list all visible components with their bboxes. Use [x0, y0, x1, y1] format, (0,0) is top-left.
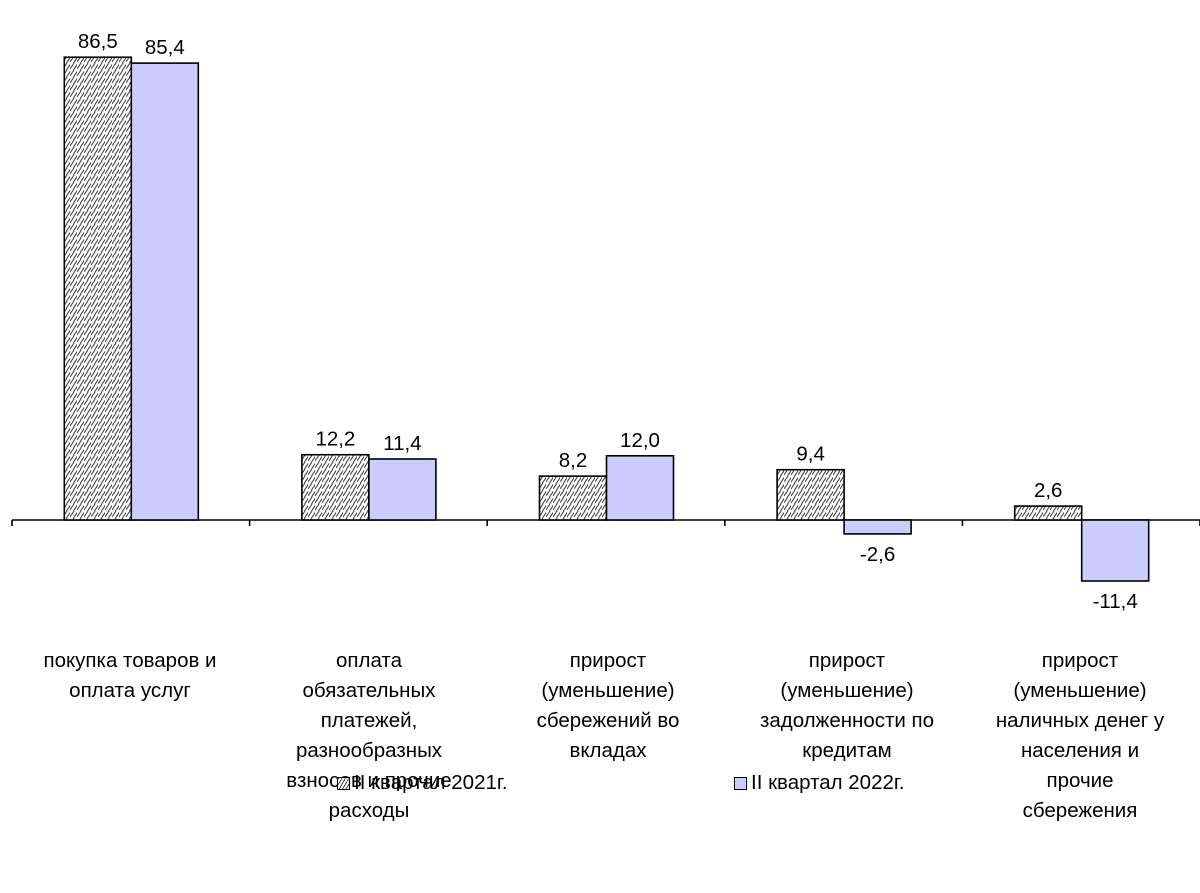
- category-label-purchases: покупка товаров и оплата услуг: [43, 649, 217, 702]
- legend-label-2022: II квартал 2022г.: [751, 771, 905, 794]
- category-label-cash-savings: прирост (уменьшение) наличных денег у на…: [995, 649, 1165, 822]
- bar-2021-deposit-savings: [538, 475, 608, 521]
- bar-2022-credit-debt: [843, 519, 912, 535]
- bar-2022-deposit-savings: [605, 454, 675, 521]
- legend-item-2022: II квартал 2022г.: [734, 768, 905, 798]
- legend-swatch-2022: [734, 776, 747, 790]
- data-label-2022-deposit-savings: 12,0: [620, 429, 660, 452]
- category-label-deposit-savings: прирост (уменьшение) сбережений во вклад…: [536, 649, 680, 762]
- bar-2022-cash-savings: [1080, 519, 1150, 582]
- data-label-2022-purchases: 85,4: [145, 36, 185, 59]
- data-label-2021-deposit-savings: 8,2: [559, 449, 588, 472]
- category-label-credit-debt: прирост (уменьшение) задолженности по кр…: [759, 649, 935, 762]
- data-label-2021-credit-debt: 9,4: [796, 443, 825, 466]
- bar-2022-mandatory-payments: [368, 458, 437, 521]
- data-label-2022-credit-debt: -2,6: [860, 543, 895, 566]
- category-label-mandatory-payments: оплата обязательных платежей, разнообраз…: [286, 649, 452, 822]
- data-label-2021-cash-savings: 2,6: [1034, 479, 1063, 502]
- bar-2021-purchases: [63, 56, 133, 521]
- data-label-2021-mandatory-payments: 12,2: [315, 428, 355, 451]
- data-label-2022-cash-savings: -11,4: [1093, 590, 1138, 613]
- legend-swatch-2021: [337, 776, 350, 790]
- bar-2021-mandatory-payments: [301, 453, 370, 521]
- data-label-2021-purchases: 86,5: [78, 30, 118, 53]
- bar-2021-cash-savings: [1013, 505, 1083, 521]
- legend-label-2021: II квартал 2021г.: [354, 771, 508, 794]
- bar-2021-credit-debt: [776, 468, 845, 521]
- bar-2022-purchases: [130, 62, 200, 521]
- legend-item-2021: II квартал 2021г.: [337, 768, 508, 798]
- data-label-2022-mandatory-payments: 11,4: [383, 432, 421, 455]
